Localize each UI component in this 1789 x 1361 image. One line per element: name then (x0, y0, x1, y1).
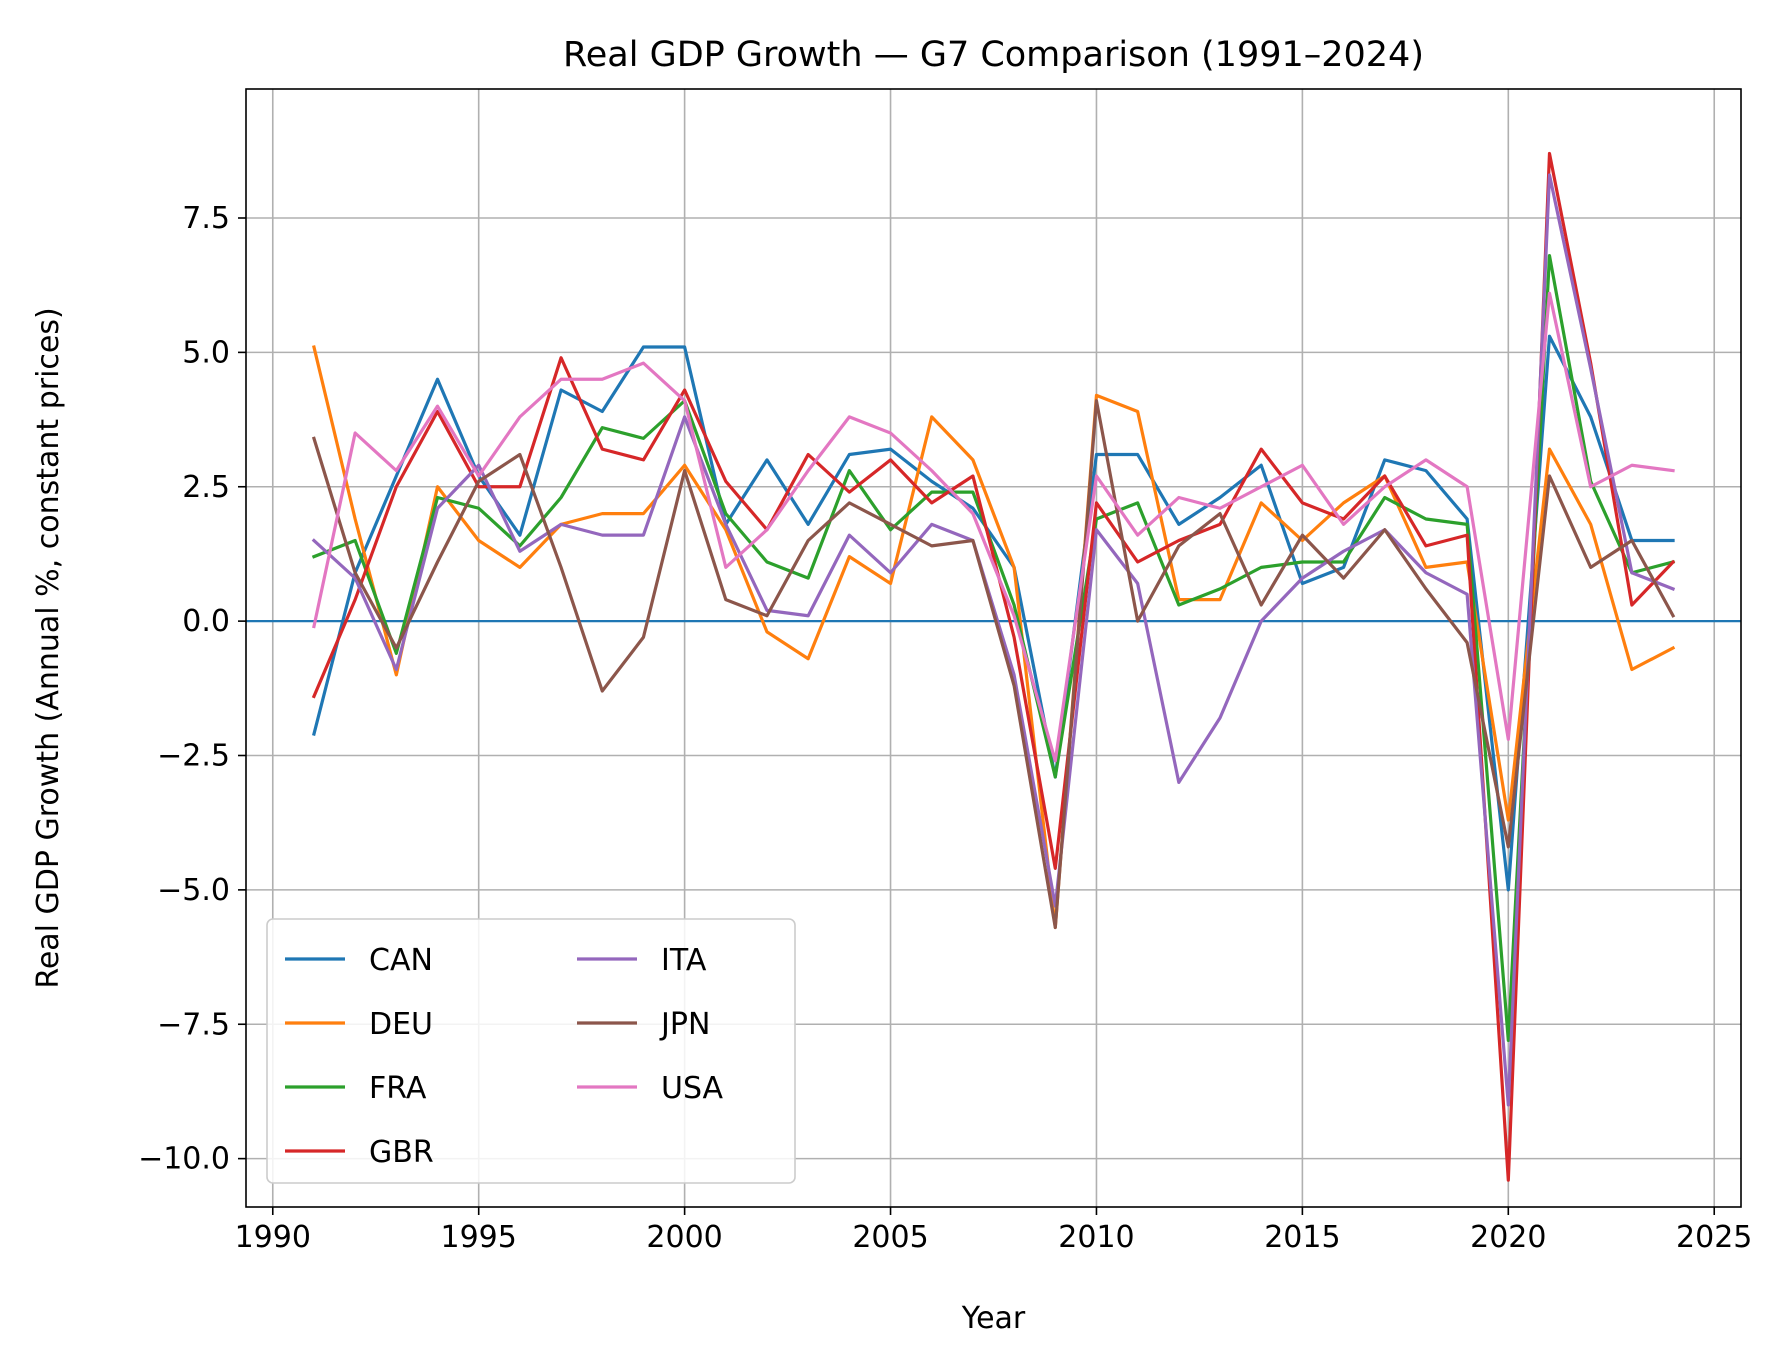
y-tick-label: −10.0 (138, 1142, 230, 1177)
y-tick-label: 7.5 (182, 201, 230, 236)
legend-label: ITA (661, 943, 707, 978)
legend-label: USA (661, 1071, 724, 1106)
legend-label: GBR (369, 1135, 434, 1170)
y-tick-label: 0.0 (182, 604, 230, 639)
x-tick-label: 2005 (852, 1220, 928, 1255)
legend-item-gbr: GBR (285, 1135, 434, 1170)
series-line-deu (312, 345, 1676, 930)
y-tick-label: 5.0 (182, 335, 230, 370)
legend-label: CAN (369, 943, 433, 978)
x-tick-label: 2020 (1470, 1220, 1546, 1255)
y-tick-label: −5.0 (157, 873, 230, 908)
x-tick-label: 2025 (1676, 1220, 1752, 1255)
chart-title: Real GDP Growth — G7 Comparison (1991–20… (563, 35, 1424, 75)
y-axis-title: Real GDP Growth (Annual %, constant pric… (31, 307, 66, 988)
plot-frame (245, 88, 1742, 1208)
legend-label: DEU (369, 1007, 433, 1042)
legend-box (266, 918, 796, 1184)
series-line-usa (312, 291, 1675, 763)
x-tick-label: 2010 (1058, 1220, 1134, 1255)
legend-item-ita: ITA (577, 943, 707, 978)
series-line-jpn (311, 399, 1676, 930)
x-tick-label: 1990 (235, 1220, 311, 1255)
x-tick-label: 2000 (646, 1220, 722, 1255)
x-axis-title: Year (961, 1301, 1026, 1336)
y-tick-label: −2.5 (157, 739, 230, 774)
y-tick-label: −7.5 (157, 1007, 230, 1042)
legend-item-fra: FRA (285, 1071, 427, 1106)
series-line-gbr (311, 151, 1676, 1182)
legend-item-can: CAN (285, 943, 433, 978)
y-axis: −10.0 −7.5 −5.0 −2.5 0.0 2.5 5.0 7.5 (138, 201, 246, 1177)
legend-item-usa: USA (577, 1071, 724, 1106)
legend-label: JPN (659, 1007, 710, 1042)
series-line-can (312, 334, 1675, 892)
legend: CAN DEU FRA GBR ITA JPN USA (266, 918, 796, 1184)
legend-item-deu: DEU (285, 1007, 433, 1042)
x-tick-label: 1995 (441, 1220, 517, 1255)
legend-label: FRA (369, 1071, 427, 1106)
series-line-fra (311, 254, 1676, 1042)
y-tick-label: 2.5 (182, 470, 230, 505)
x-tick-label: 2015 (1264, 1220, 1340, 1255)
legend-item-jpn: JPN (577, 1007, 710, 1042)
plot-area (311, 151, 1676, 1182)
x-axis: 1990 1995 2000 2005 2010 2015 2020 2025 (235, 1207, 1752, 1255)
